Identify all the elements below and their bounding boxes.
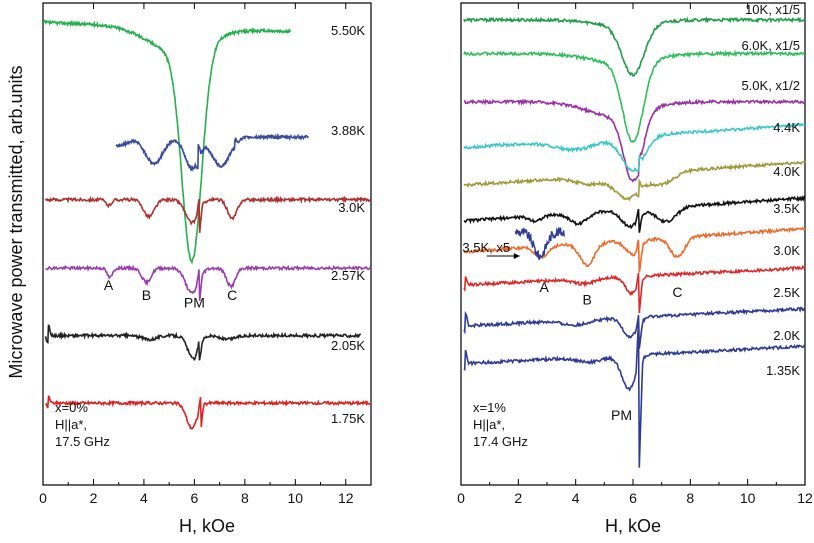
series-label: 3.0K	[338, 200, 365, 215]
series-label: 5.0K, x1/2	[741, 78, 800, 93]
x-tick-label: 0	[39, 490, 47, 506]
peak-label: B	[582, 291, 591, 307]
annotation-line: x=1%	[473, 400, 506, 415]
series-line-3-0K	[44, 195, 372, 233]
series-line-2-57K	[45, 264, 372, 301]
series-label: 5.50K	[331, 23, 365, 38]
x-tick-label: 10	[740, 490, 756, 506]
peak-label: A	[104, 277, 114, 293]
x-tick-label: 12	[797, 490, 813, 506]
series-label: 6.0K, x1/5	[741, 38, 800, 53]
x-tick-label: 4	[140, 490, 148, 506]
series-line-10K--x1-5	[463, 16, 806, 77]
x-tick-label: 2	[514, 490, 522, 506]
series-line-3-0K	[463, 226, 806, 273]
x-tick-label: 0	[457, 490, 465, 506]
inset-label: 3.5K, x5	[462, 240, 510, 255]
series-label: 1.75K	[331, 411, 365, 426]
series-label: 3.88K	[331, 123, 365, 138]
series-label: 3.0K	[773, 243, 800, 258]
y-axis-label: Microwave power transmitted, arb.units	[6, 65, 26, 378]
series-label: 4.0K	[773, 164, 800, 179]
series-line-6-0K--x1-5	[463, 49, 806, 143]
annotation-line: H||a*,	[55, 417, 87, 432]
annotation-line: 17.5 GHz	[55, 434, 110, 449]
series-label: 2.05K	[331, 338, 365, 353]
series-line-2-0K	[463, 306, 806, 349]
peak-label: A	[539, 279, 549, 295]
series-label: 10K, x1/5	[745, 2, 800, 17]
x-tick-label: 8	[241, 490, 249, 506]
series-line-3-5K	[463, 194, 806, 233]
series-line-1-75K	[45, 395, 372, 430]
peak-label: PM	[184, 295, 205, 311]
series-label: 1.35K	[766, 363, 800, 378]
series-line-1-35K	[463, 321, 806, 468]
plot-frame	[42, 2, 372, 486]
series-line-3-88K	[115, 132, 309, 173]
x-tick-label: 10	[288, 490, 304, 506]
x-axis-label: H, kOe	[605, 516, 661, 536]
series-label: 2.5K	[773, 285, 800, 300]
series-label: 2.57K	[331, 268, 365, 283]
x-tick-label: 12	[338, 490, 354, 506]
series-line-5-50K	[42, 19, 292, 266]
annotation-line: H||a*,	[473, 417, 505, 432]
inset-arrowhead	[513, 253, 520, 259]
series-line-5-0K--x1-2	[463, 98, 806, 183]
x-tick-label: 6	[629, 490, 637, 506]
peak-label: C	[672, 284, 682, 300]
x-axis-label: H, kOe	[179, 516, 235, 536]
annotation-line: x=0%	[55, 400, 88, 415]
peak-label: C	[227, 287, 237, 303]
peak-label: B	[142, 287, 151, 303]
annotation-line: 17.4 GHz	[473, 434, 528, 449]
series-line-2-5K	[463, 265, 806, 314]
series-line-4-0K	[463, 160, 806, 202]
series-line-2-05K	[44, 324, 362, 362]
series-label: 3.5K	[773, 201, 800, 216]
series-label: 4.4K	[773, 120, 800, 135]
x-tick-label: 4	[572, 490, 580, 506]
x-tick-label: 8	[686, 490, 694, 506]
series-line-4-4K	[463, 122, 806, 172]
series-label: 2.0K	[773, 328, 800, 343]
inset-series-line	[514, 226, 565, 261]
peak-label: PM	[611, 407, 632, 423]
x-tick-label: 2	[90, 490, 98, 506]
right-panel: 0 2 4 6 8 10 12 H, kOe 10K, x1/5 6.0K, x1/5 5.0K, …	[457, 2, 813, 536]
x-tick-label: 6	[190, 490, 198, 506]
left-panel: 0 2 4 6 8 10 12 H, kOe 5.50K 3.88K 3.0K 2.57K 2.05K 1…	[39, 2, 372, 536]
